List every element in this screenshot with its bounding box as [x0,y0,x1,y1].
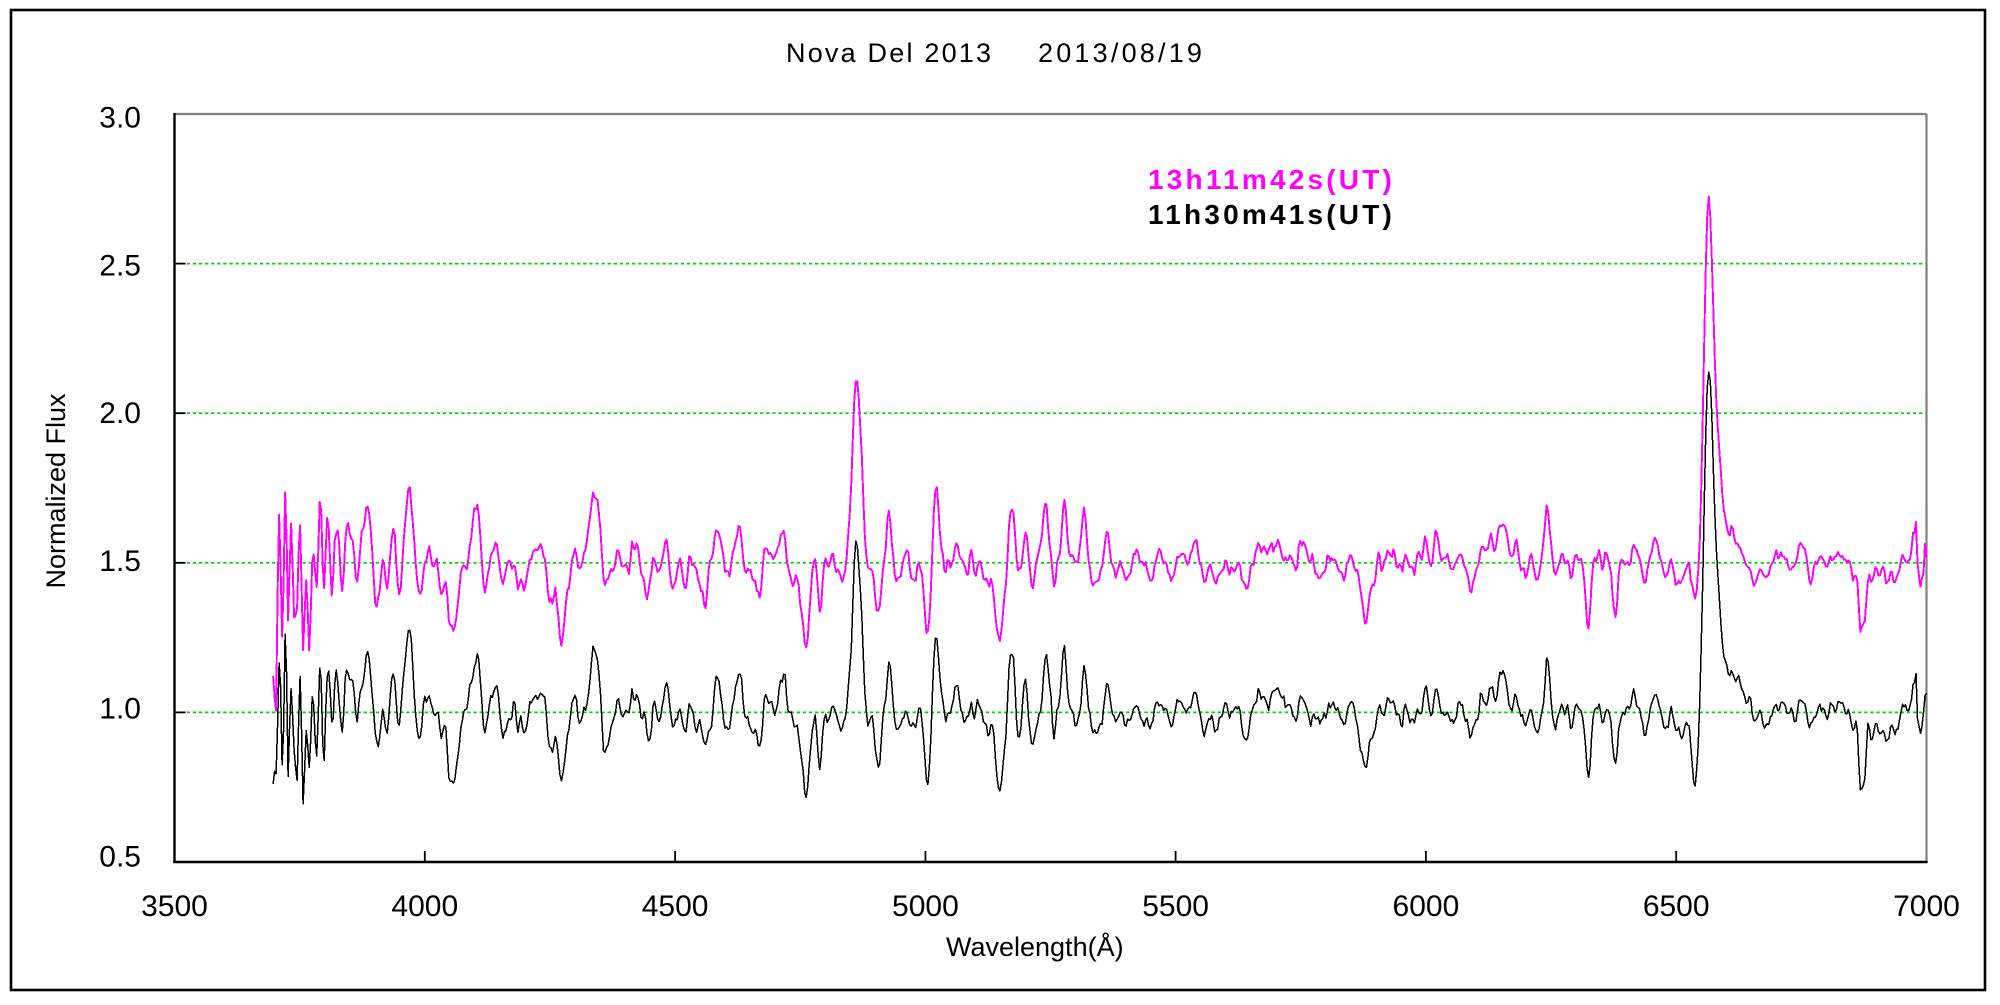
svg-text:2.0: 2.0 [99,397,141,430]
svg-text:4000: 4000 [391,890,458,923]
svg-text:5500: 5500 [1142,890,1209,923]
svg-text:0.5: 0.5 [99,841,141,874]
svg-text:11h30m41s(UT): 11h30m41s(UT) [1148,199,1395,230]
svg-text:6500: 6500 [1643,890,1710,923]
svg-text:Normalized Flux: Normalized Flux [41,393,71,589]
svg-text:13h11m42s(UT): 13h11m42s(UT) [1148,164,1395,195]
svg-text:3.0: 3.0 [99,102,141,135]
svg-text:Wavelength(Å): Wavelength(Å) [946,931,1124,962]
svg-text:6000: 6000 [1393,890,1460,923]
svg-text:2.5: 2.5 [99,249,141,282]
svg-text:1.0: 1.0 [99,693,141,726]
svg-text:Nova Del 2013: Nova Del 2013 [786,38,993,68]
svg-text:4500: 4500 [642,890,709,923]
svg-text:5000: 5000 [892,890,959,923]
svg-text:1.5: 1.5 [99,545,141,578]
svg-text:7000: 7000 [1893,890,1960,923]
svg-text:3500: 3500 [141,890,208,923]
svg-text:2013/08/19: 2013/08/19 [1038,38,1205,68]
